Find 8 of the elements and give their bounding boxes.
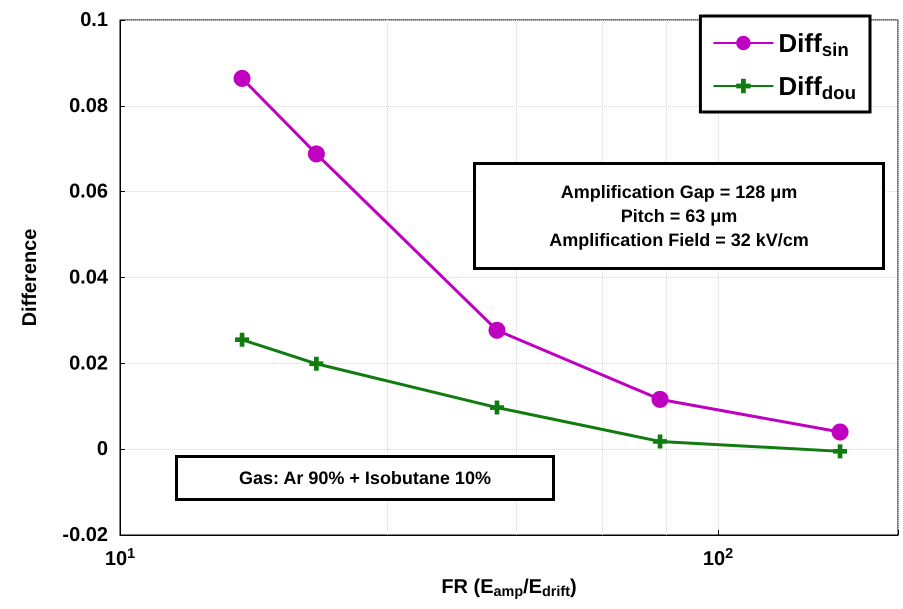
y-tick-label: -0.02 (62, 524, 108, 546)
y-tick-label: 0.04 (69, 266, 109, 288)
y-tick-label: 0.02 (69, 352, 108, 374)
y-tick-label: 0.08 (69, 94, 108, 117)
y-axis-title: Difference (19, 228, 41, 326)
y-tick-label: 0.1 (80, 9, 108, 31)
y-tick-label: 0.06 (69, 180, 108, 203)
y-tick-label: 0 (96, 438, 108, 460)
